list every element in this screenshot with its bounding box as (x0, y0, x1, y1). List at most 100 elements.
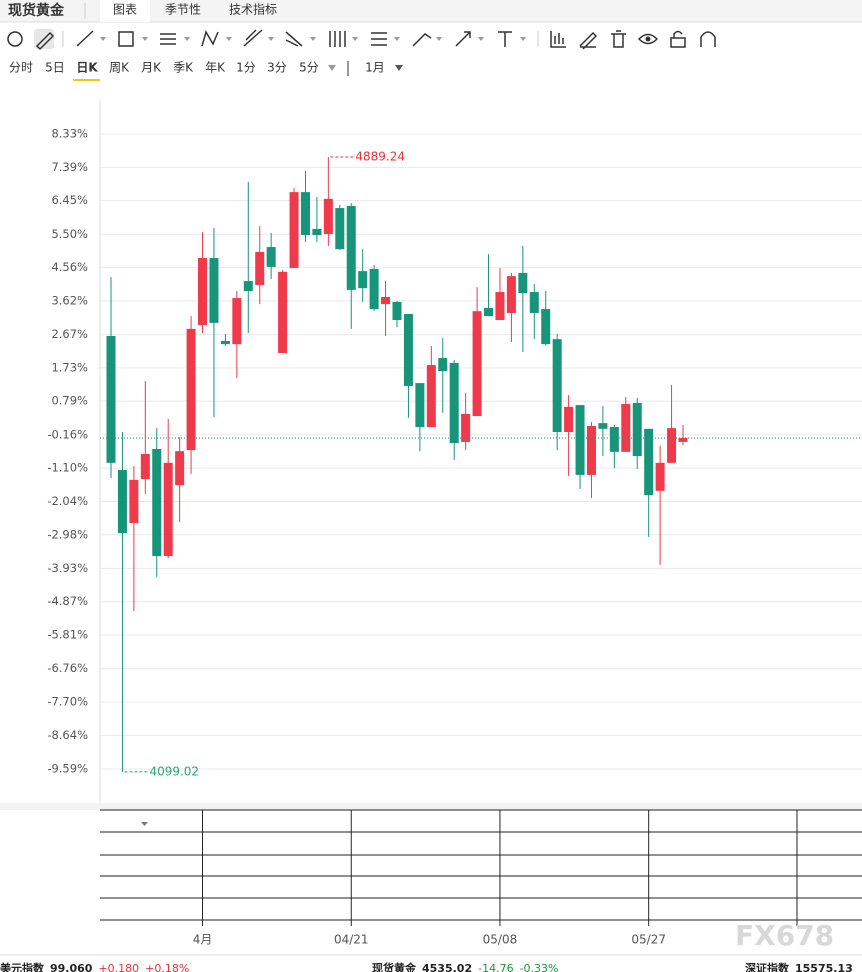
dropdown-arrows (100, 37, 526, 41)
candle-body (243, 281, 253, 291)
tool-icon[interactable] (7, 31, 23, 47)
x-tick-label: 4月 (193, 933, 213, 947)
tab[interactable]: 季节性 (165, 3, 201, 17)
watermark: FX678 (735, 919, 834, 952)
tool-icon[interactable] (35, 31, 55, 51)
period-option[interactable]: 季K (173, 61, 194, 75)
candle-body (266, 247, 276, 267)
candle-body (461, 413, 471, 442)
candle-body (312, 228, 322, 236)
candle-body (518, 272, 528, 294)
candle-body (667, 428, 677, 463)
period-option[interactable]: 月K (141, 61, 162, 75)
period-option[interactable]: 1分 (236, 61, 256, 75)
y-tick-label: -2.98% (47, 527, 88, 541)
tool-icon[interactable] (412, 33, 432, 47)
candle-body (495, 292, 505, 321)
annotation: 4889.24 (355, 150, 405, 164)
candle-body (381, 297, 391, 305)
candle-body (175, 451, 185, 486)
tool-icon[interactable] (498, 31, 512, 47)
y-tick-label: -2.04% (47, 494, 88, 508)
ticker-pct: +0.18% (145, 962, 189, 972)
period-option[interactable]: 分时 (9, 61, 33, 75)
tool-icon[interactable] (455, 31, 471, 47)
y-tick-label: -5.81% (47, 628, 88, 642)
y-tick-label: 1.73% (51, 360, 88, 374)
x-tick-label: 04/21 (334, 933, 369, 947)
x-tick-label: 05/08 (483, 933, 518, 947)
candle-body (392, 301, 402, 321)
ticker-name: 现货黄金 (372, 961, 417, 972)
dropdown-arrow[interactable] (328, 65, 336, 71)
instrument-title: 现货黄金 (8, 2, 65, 19)
dropdown-arrow[interactable] (141, 822, 148, 826)
candle-body (129, 479, 139, 524)
range-select[interactable]: 1月 (365, 61, 385, 75)
candle-body (300, 192, 310, 236)
tool-icon[interactable] (637, 33, 659, 45)
ticker-change: -14.76 (478, 962, 513, 972)
tool-icon[interactable] (371, 32, 387, 46)
y-tick-label: 0.79% (51, 394, 88, 408)
tool-icon[interactable] (76, 30, 94, 47)
y-tick-label: 5.50% (51, 227, 88, 241)
candle-body (598, 423, 608, 429)
dropdown-arrow[interactable] (395, 65, 403, 71)
tool-icon[interactable] (611, 30, 626, 48)
panel-divider (0, 803, 862, 810)
candle-body (198, 258, 208, 326)
period-option[interactable]: 日K (76, 61, 98, 75)
ticker-name: 深证指数 (745, 961, 790, 972)
tool-icon[interactable] (201, 30, 219, 47)
y-tick-label: 6.45% (51, 193, 88, 207)
tool-icon[interactable] (700, 31, 716, 47)
tool-icon[interactable] (118, 31, 134, 47)
period-bar: 分时 5日 日K 周K 月K 季K 年K 1分 3分 5分 (9, 61, 319, 75)
ticker-price: 99.060 (50, 962, 93, 972)
candle-body (152, 449, 162, 557)
active-tab[interactable] (100, 0, 150, 22)
candle-body (415, 383, 425, 428)
candles: 4889.24 4099.02 (100, 150, 862, 778)
candle-body (678, 438, 688, 442)
tool-icon[interactable] (329, 31, 346, 47)
x-tick-label: 05/27 (631, 933, 666, 947)
period-option[interactable]: 周K (109, 61, 130, 75)
candle-body (472, 311, 482, 417)
candle-body (358, 271, 368, 289)
candle-body (575, 405, 585, 475)
candle-body (278, 271, 288, 353)
candle-body (449, 362, 459, 443)
tool-icon[interactable] (285, 31, 303, 47)
y-tick-label: -7.70% (47, 695, 88, 709)
tab[interactable]: 图表 (113, 3, 137, 17)
tool-icon[interactable] (160, 33, 176, 45)
y-tick-label: -1.10% (47, 461, 88, 475)
y-tick-label: 3.62% (51, 293, 88, 307)
grid: 8.33% 7.39% 6.45% 5.50% 4.56% 3.62% 2.67% 1.73%… (47, 127, 862, 775)
candle-body (506, 276, 516, 313)
candle-body (552, 339, 562, 433)
tool-icon[interactable] (550, 31, 566, 48)
tool-icon[interactable] (243, 29, 263, 47)
candle-body (220, 340, 230, 345)
y-tick-label: -3.93% (47, 561, 88, 575)
ticker-bar: 美元指数 99.060 +0.180 +0.18% 现货黄金 4535.02 -14.76-… (0, 961, 853, 972)
period-option[interactable]: 年K (205, 61, 226, 75)
candle-body (621, 404, 631, 452)
ticker-name: 美元指数 (0, 961, 45, 972)
candle-body (140, 453, 150, 480)
period-option[interactable]: 3分 (267, 61, 287, 75)
period-option[interactable]: 5日 (45, 61, 65, 75)
candle-body (564, 406, 574, 433)
candle-body (117, 469, 127, 533)
y-tick-label: 8.33% (51, 127, 88, 141)
tool-icon (645, 36, 651, 42)
ticker-price: 4535.02 (422, 962, 472, 972)
period-option[interactable]: 5分 (299, 61, 319, 75)
tool-icon[interactable] (670, 30, 686, 48)
tool-icon[interactable] (579, 31, 598, 50)
tab[interactable]: 技术指标 (229, 2, 277, 17)
y-tick-label: -8.64% (47, 728, 88, 742)
